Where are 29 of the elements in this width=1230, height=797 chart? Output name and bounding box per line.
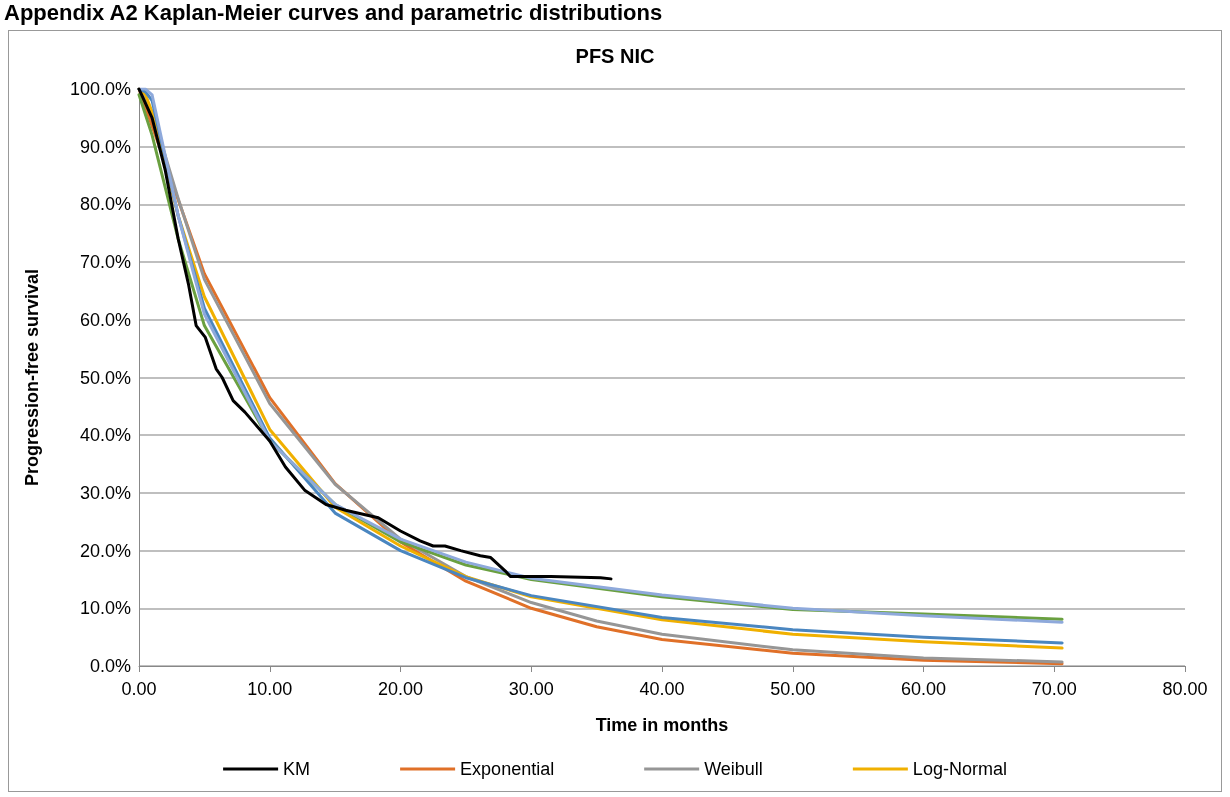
- y-tick-label: 20.0%: [79, 540, 131, 561]
- chart-title: PFS NIC: [575, 45, 655, 67]
- legend-label: Weibull: [704, 759, 763, 779]
- y-tick-label: 80.0%: [79, 194, 131, 215]
- x-tick-label: 60.00: [900, 679, 947, 699]
- x-tick-label: 80.00: [1162, 679, 1208, 699]
- legend-label: Log-Normal: [912, 759, 1007, 779]
- x-tick-label: 40.00: [639, 679, 685, 699]
- line-series: [137, 87, 613, 581]
- y-tick-label: 0.0%: [89, 656, 131, 676]
- x-tick-label: 30.00: [508, 679, 554, 699]
- x-tick-label: 0.00: [121, 679, 157, 699]
- x-tick-label: 20.00: [377, 679, 424, 699]
- legend-label: KM: [283, 759, 311, 779]
- y-tick-label: 10.0%: [79, 598, 131, 619]
- x-tick-label: 10.00: [247, 679, 293, 699]
- y-axis-title: Progression-free survival: [22, 268, 42, 487]
- y-tick-label: 60.0%: [79, 309, 131, 330]
- y-tick-label: 70.0%: [79, 252, 131, 273]
- y-tick-label: 30.0%: [79, 482, 131, 503]
- y-tick-label: 100.0%: [69, 79, 131, 99]
- text: Appendix A2 Kaplan-Meier curves and parametric distributions: [4, 0, 663, 26]
- x-tick-label: 70.00: [1031, 679, 1077, 699]
- y-tick-label: 40.0%: [79, 425, 131, 446]
- y-tick-label: 50.0%: [79, 367, 131, 388]
- legend-label: Exponential: [460, 759, 555, 779]
- x-axis-title: Time in months: [595, 715, 729, 735]
- x-tick-label: 50.00: [770, 679, 816, 699]
- y-tick-label: 90.0%: [79, 136, 131, 157]
